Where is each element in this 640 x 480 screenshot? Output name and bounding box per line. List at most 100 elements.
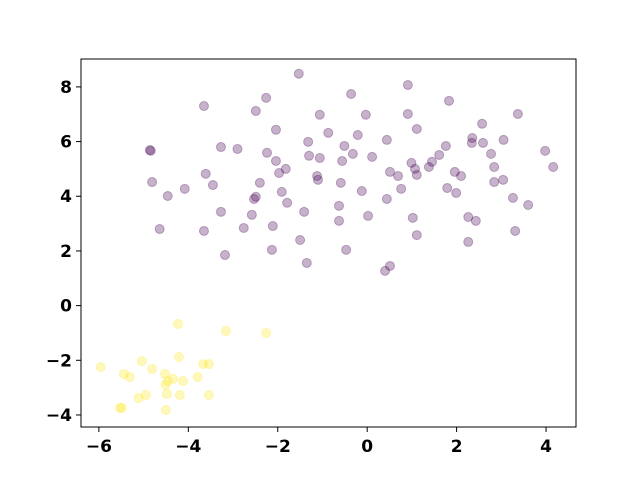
point [498,134,509,145]
point [381,134,392,145]
point [270,124,281,135]
point [384,166,395,177]
point [380,265,391,276]
point [512,108,523,119]
point [177,376,188,387]
point [274,168,285,179]
point [489,161,500,172]
point [95,362,106,373]
point [402,79,413,90]
point [270,155,281,166]
point [160,368,171,379]
x-tick-label: 4 [540,437,552,457]
point [346,88,357,99]
point [160,405,171,416]
point [161,388,172,399]
point [470,215,481,226]
point [411,123,422,134]
point [444,95,455,106]
point [301,257,312,268]
point [393,171,404,182]
point [510,225,521,236]
point [341,244,352,255]
point [334,200,345,211]
point [173,318,184,329]
point [261,92,272,103]
point [140,390,151,401]
point [280,163,291,174]
point [463,236,474,247]
y-tick-label: −4 [46,406,72,426]
point [335,177,346,188]
point [507,192,518,203]
plot-frame [80,58,577,428]
point [162,376,173,387]
point [198,359,209,370]
point [303,136,314,147]
point [160,379,171,390]
point [168,373,179,384]
point [192,371,203,382]
point [451,187,462,198]
point [334,215,345,226]
point [477,118,488,129]
point [282,197,293,208]
point [203,390,214,401]
point [219,250,230,261]
point [314,152,325,163]
point [466,137,477,148]
x-tick-label: 2 [451,437,463,457]
point [304,150,315,161]
point [293,68,304,79]
point [486,148,497,159]
point [145,145,156,156]
point [456,171,467,182]
point [477,137,488,148]
x-tick-label: −6 [86,437,112,457]
point [295,234,306,245]
point [266,244,277,255]
point [381,193,392,204]
point [312,174,323,185]
point [261,327,272,338]
point [116,402,127,413]
y-tick-label: 4 [60,187,72,207]
point [136,356,147,367]
point [523,199,534,210]
point [312,171,323,182]
point [347,148,358,159]
point [220,326,231,337]
point [363,210,374,221]
point [162,190,173,201]
point [540,145,551,156]
point [198,101,209,112]
point [114,402,125,413]
point [154,224,165,235]
point [337,155,348,166]
point [467,133,478,144]
y-tick-label: −2 [46,351,72,371]
point [402,108,413,119]
point [250,191,261,202]
x-tick-label: 0 [361,437,373,457]
point [198,225,209,236]
y-tick-label: 6 [60,133,72,153]
point [215,206,226,217]
point [406,157,417,168]
point [339,140,350,151]
point [267,221,278,232]
point [147,177,158,188]
point [250,105,261,116]
point [423,161,434,172]
point [174,390,185,401]
point [232,143,243,154]
point [463,212,474,223]
point [411,169,422,180]
point [207,180,218,191]
point [203,359,214,370]
point [262,147,273,158]
point [384,260,395,271]
point [498,174,509,185]
